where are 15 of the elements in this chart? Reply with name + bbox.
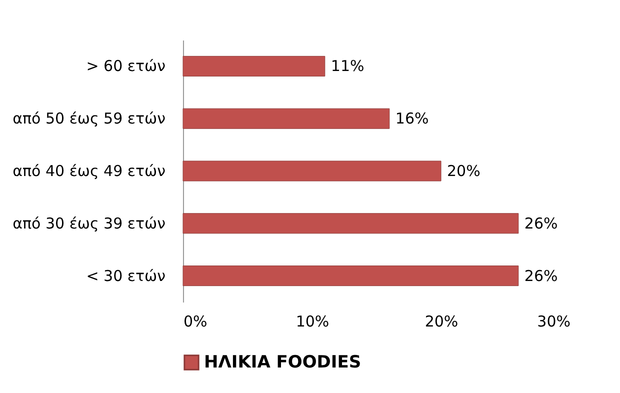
data-label: 26% <box>524 266 558 285</box>
y-tick-label: από 30 έως 39 ετών <box>12 214 166 232</box>
x-tick-label: 20% <box>424 312 458 330</box>
x-tick-label: 10% <box>296 312 330 330</box>
x-tick-label: 30% <box>537 312 570 330</box>
data-label: 16% <box>395 110 429 128</box>
x-tick-label: 0% <box>184 312 208 330</box>
legend-label: ΗΛΙΚΙΑ FOODIES <box>204 352 362 372</box>
y-tick-label: > 60 ετών <box>86 57 166 76</box>
data-label: 11% <box>330 57 364 76</box>
data-label: 26% <box>524 214 558 232</box>
y-tick-label: από 50 έως 59 ετών <box>12 110 166 128</box>
y-tick-label: < 30 ετών <box>86 266 166 285</box>
data-label: 20% <box>447 162 480 180</box>
y-tick-label: από 40 έως 49 ετών <box>12 162 166 180</box>
